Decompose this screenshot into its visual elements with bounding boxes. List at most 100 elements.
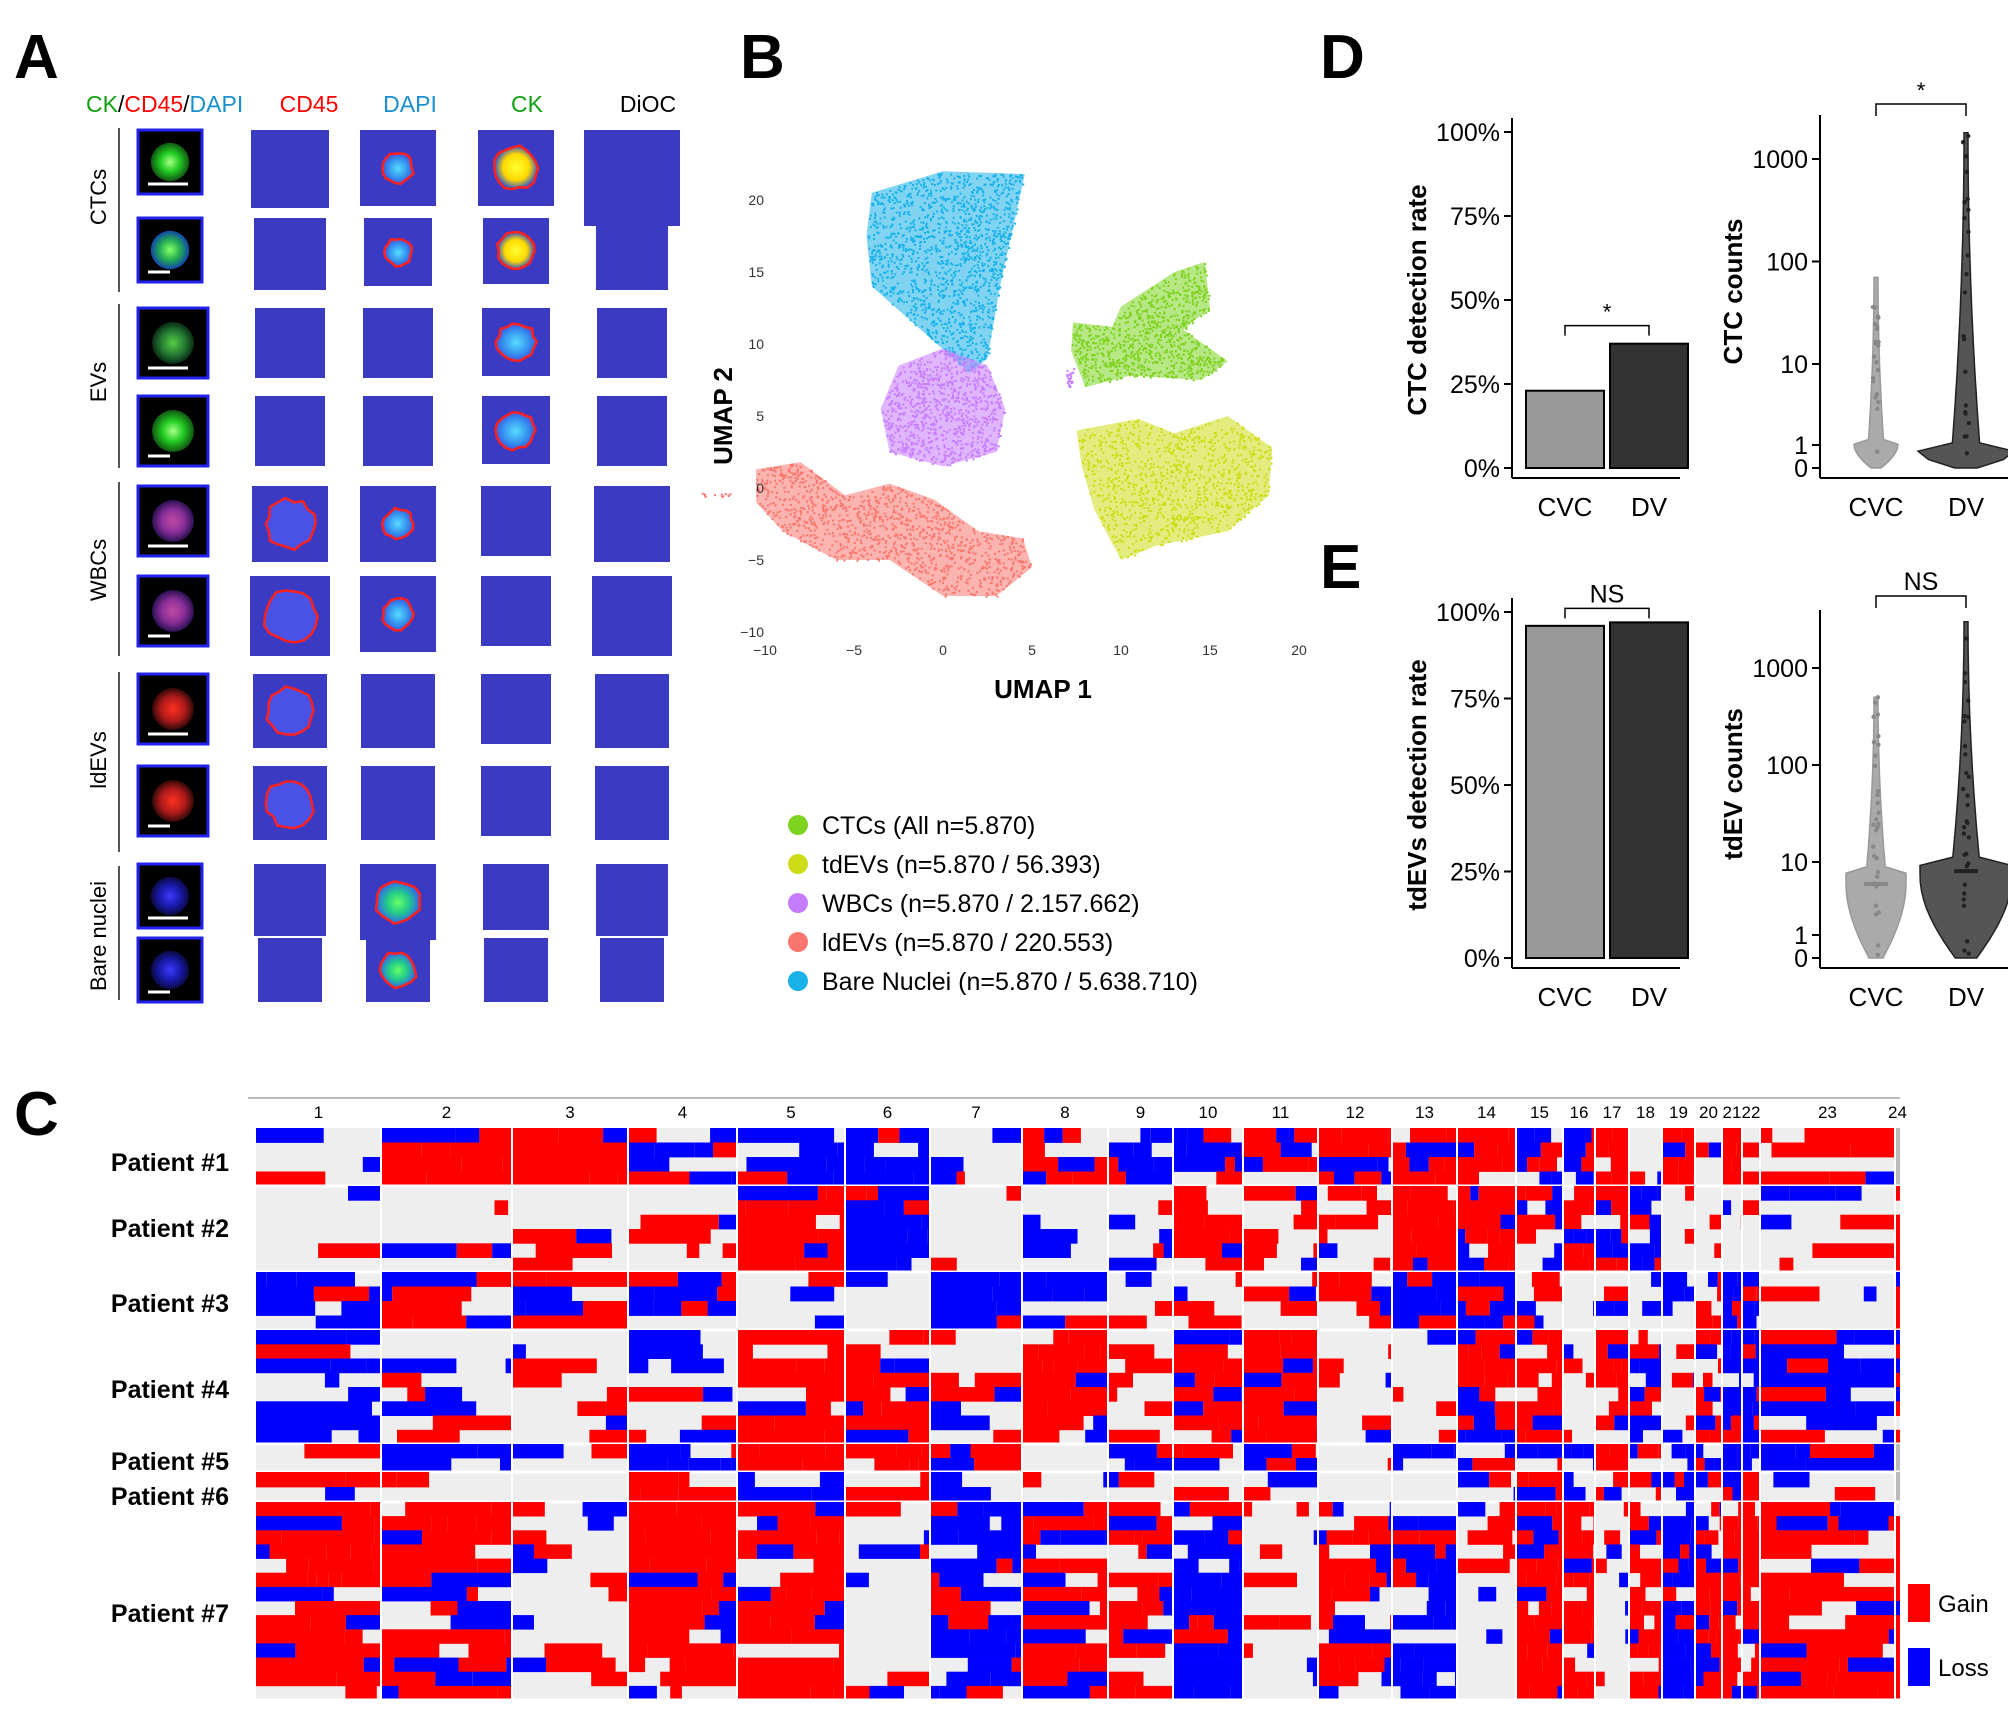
- umap-point: [1115, 373, 1118, 376]
- umap-point: [1153, 311, 1156, 314]
- umap-point: [897, 561, 900, 563]
- umap-point: [933, 432, 935, 435]
- umap-point: [937, 299, 940, 302]
- umap-point: [904, 425, 906, 428]
- umap-point: [900, 490, 903, 493]
- umap-point: [1115, 434, 1118, 437]
- umap-point: [1141, 365, 1144, 367]
- umap-point: [1196, 272, 1199, 275]
- cell-outline: [378, 951, 418, 990]
- umap-point: [969, 218, 972, 221]
- umap-point: [793, 508, 796, 511]
- umap-point: [1149, 304, 1152, 307]
- umap-point: [950, 201, 953, 204]
- umap-point: [1133, 334, 1136, 337]
- umap-point: [988, 449, 991, 452]
- umap-point: [935, 457, 938, 460]
- umap-point: [933, 535, 936, 538]
- umap-point: [1192, 341, 1195, 344]
- umap-point: [997, 537, 1000, 540]
- umap-point: [1002, 220, 1005, 223]
- umap-point: [957, 436, 960, 439]
- umap-point: [972, 436, 975, 439]
- umap-point: [993, 395, 995, 397]
- umap-point: [888, 198, 891, 201]
- umap-point: [869, 260, 872, 263]
- umap-point: [987, 298, 990, 301]
- umap-point: [915, 297, 918, 300]
- umap-point: [1218, 488, 1221, 491]
- umap-point: [1018, 179, 1021, 182]
- umap-point: [959, 326, 962, 329]
- umap-point: [1211, 372, 1214, 375]
- umap-point: [889, 189, 892, 192]
- umap-point: [902, 403, 905, 406]
- umap-point: [1086, 353, 1089, 356]
- umap-point: [1118, 317, 1121, 319]
- umap-point: [957, 344, 960, 346]
- umap-point: [986, 401, 989, 404]
- umap-point: [1149, 376, 1152, 379]
- umap-point: [1225, 511, 1228, 514]
- umap-point: [1082, 440, 1085, 443]
- umap-point: [977, 224, 980, 227]
- umap-point: [885, 489, 888, 492]
- umap-point: [898, 223, 901, 226]
- umap-point: [925, 401, 928, 403]
- umap-point: [945, 532, 948, 535]
- umap-point: [1172, 372, 1175, 375]
- umap-point: [991, 402, 993, 405]
- umap-point: [973, 259, 976, 262]
- umap-point: [1149, 540, 1152, 543]
- umap-point: [877, 277, 880, 280]
- umap-point: [907, 205, 910, 207]
- umap-point: [1118, 358, 1121, 361]
- umap-point: [797, 524, 800, 527]
- umap-point: [968, 340, 971, 343]
- umap-point: [1192, 533, 1195, 536]
- cell-outline: [381, 596, 416, 632]
- umap-point: [964, 252, 967, 255]
- umap-point: [1116, 361, 1119, 364]
- umap-point: [1115, 364, 1118, 367]
- umap-point: [929, 368, 932, 371]
- umap-point: [1168, 305, 1171, 308]
- umap-point: [984, 409, 987, 412]
- umap-point: [1133, 375, 1136, 378]
- umap-point: [1005, 567, 1008, 570]
- umap-point: [875, 220, 878, 223]
- umap-point: [834, 555, 836, 558]
- umap-point: [999, 238, 1002, 241]
- umap-point: [1156, 299, 1159, 302]
- umap-point: [1000, 583, 1003, 586]
- umap-point: [928, 566, 931, 569]
- umap-point: [963, 303, 966, 306]
- umap-point: [814, 525, 817, 528]
- umap-point: [952, 332, 955, 335]
- umap-point: [912, 573, 915, 576]
- umap-point: [890, 277, 893, 279]
- umap-point: [968, 258, 970, 261]
- umap-point: [1089, 334, 1092, 337]
- umap-point: [957, 417, 960, 420]
- umap-point: [939, 417, 942, 420]
- umap-point: [1162, 319, 1165, 322]
- umap-point: [921, 309, 924, 312]
- umap-point: [1179, 325, 1182, 328]
- group-label-bare-nuclei: Bare nuclei: [86, 881, 111, 991]
- umap-point: [1151, 299, 1154, 302]
- umap-point: [1144, 295, 1147, 298]
- umap-point: [779, 479, 781, 482]
- umap-point: [1168, 291, 1171, 294]
- umap-point: [929, 235, 932, 238]
- umap-point: [908, 365, 911, 368]
- umap-point: [915, 567, 918, 569]
- umap-point: [907, 425, 910, 428]
- umap-point: [885, 550, 887, 553]
- umap-point: [885, 515, 888, 518]
- umap-point: [1200, 276, 1202, 279]
- umap-point: [1078, 335, 1081, 338]
- umap-point: [919, 564, 922, 567]
- umap-point: [846, 514, 849, 517]
- umap-point: [972, 209, 975, 212]
